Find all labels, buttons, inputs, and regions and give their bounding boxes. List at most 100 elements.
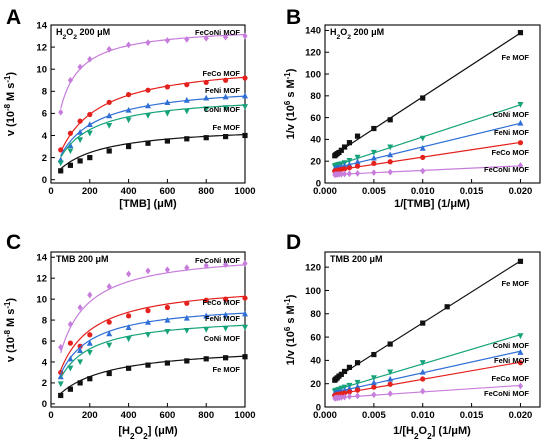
data-point bbox=[371, 384, 377, 390]
panel-d: D TMB 200 μM 0.000 0.005 0.010 0.015 0.020 0 20 4… bbox=[283, 231, 541, 441]
data-point bbox=[77, 343, 83, 349]
data-point bbox=[106, 99, 112, 105]
series-feconi-mof bbox=[332, 162, 524, 179]
data-point bbox=[371, 169, 377, 177]
data-point bbox=[222, 93, 229, 100]
data-point bbox=[184, 35, 190, 43]
fit-line bbox=[334, 32, 521, 155]
y-tick-label: 80 bbox=[310, 91, 321, 102]
series-coni-mof bbox=[57, 104, 248, 167]
y-axis-title: 1/v (106 s M-1) bbox=[283, 294, 298, 365]
data-point bbox=[203, 94, 210, 101]
data-point bbox=[67, 162, 73, 168]
data-point bbox=[87, 55, 93, 63]
data-point bbox=[387, 381, 393, 387]
series-feni-mof bbox=[57, 310, 248, 380]
x-tick-label: 0.005 bbox=[362, 186, 386, 197]
data-point bbox=[223, 33, 229, 41]
data-point bbox=[184, 136, 190, 142]
data-point bbox=[164, 110, 171, 117]
data-point bbox=[106, 342, 113, 349]
data-point bbox=[86, 121, 93, 128]
y-tick-label: 140 bbox=[305, 26, 321, 37]
data-point bbox=[125, 324, 132, 331]
data-point bbox=[164, 37, 170, 44]
data-point bbox=[87, 332, 93, 338]
series-label-feni-mof: FeNi MOF bbox=[494, 356, 529, 365]
fit-line bbox=[60, 355, 246, 394]
condition-label: H2O2 200 μM bbox=[56, 27, 110, 41]
x-tick-label: 0.015 bbox=[460, 410, 484, 421]
data-point bbox=[184, 358, 190, 364]
data-point bbox=[346, 140, 353, 146]
data-point bbox=[341, 166, 348, 172]
series-label-feni-mof: FeNi MOF bbox=[494, 128, 529, 137]
data-point bbox=[203, 326, 210, 333]
x-tick-label: 200 bbox=[82, 410, 98, 421]
x-tick-label: 600 bbox=[159, 410, 175, 421]
data-point bbox=[77, 304, 83, 311]
data-point bbox=[203, 297, 209, 303]
data-point bbox=[125, 336, 132, 343]
data-point bbox=[164, 84, 170, 90]
series-label-coni-mof: CoNi MOF bbox=[493, 341, 530, 350]
data-point bbox=[145, 332, 151, 338]
data-point bbox=[371, 125, 377, 132]
data-point bbox=[223, 261, 229, 268]
data-point bbox=[517, 101, 524, 108]
data-point bbox=[145, 113, 151, 119]
data-point bbox=[242, 260, 248, 267]
data-point bbox=[420, 320, 426, 326]
data-point bbox=[223, 296, 229, 302]
y-tick-label: 14 bbox=[36, 253, 47, 264]
panel-c: C TMB 200 μM 0 200 400 600 800 1000 0 2 4 6 8 10 12 14 [… bbox=[3, 231, 256, 441]
data-point bbox=[338, 371, 344, 377]
plot-frame bbox=[324, 251, 541, 408]
series-label-fe-mof: Fe MOF bbox=[213, 365, 241, 374]
data-point bbox=[58, 392, 64, 399]
series-label-feco-mof: FeCo MOF bbox=[492, 374, 530, 383]
y-tick-label: 8 bbox=[42, 87, 47, 98]
series-label-fe-mof: Fe MOF bbox=[502, 53, 530, 62]
y-tick-label: 80 bbox=[310, 309, 321, 320]
y-tick-label: 100 bbox=[305, 286, 321, 297]
series-label-feconi-mof: FeCoNi MOF bbox=[195, 28, 240, 37]
data-point bbox=[420, 95, 426, 101]
data-point bbox=[67, 355, 74, 362]
data-point bbox=[164, 304, 170, 311]
data-point bbox=[87, 376, 93, 382]
data-point bbox=[354, 154, 361, 161]
y-tick-label: 20 bbox=[310, 379, 321, 390]
data-point bbox=[58, 108, 64, 116]
data-point bbox=[184, 264, 190, 272]
data-point bbox=[87, 154, 93, 161]
data-point bbox=[341, 144, 348, 150]
data-point bbox=[164, 138, 170, 144]
data-point bbox=[77, 380, 83, 386]
series-fe-mof bbox=[332, 258, 524, 383]
data-point bbox=[58, 147, 64, 153]
series-feconi-mof bbox=[332, 382, 524, 402]
data-point bbox=[338, 394, 344, 401]
data-point bbox=[346, 393, 353, 400]
data-point bbox=[420, 376, 426, 382]
condition-label: TMB 200 μM bbox=[56, 254, 109, 264]
data-point bbox=[203, 312, 210, 319]
y-tick-label: 10 bbox=[36, 64, 47, 75]
x-tick-label: 1000 bbox=[234, 186, 255, 197]
series-label-feconi-mof: FeCoNi MOF bbox=[195, 256, 240, 265]
x-tick-label: 0.010 bbox=[411, 410, 435, 421]
data-point bbox=[419, 368, 426, 375]
y-tick-label: 40 bbox=[310, 356, 321, 367]
fit-line bbox=[334, 165, 521, 176]
panel-letter: B bbox=[286, 6, 301, 29]
y-tick-label: 40 bbox=[310, 135, 321, 146]
series-label-fe-mof: Fe MOF bbox=[502, 279, 530, 288]
panel-letter: D bbox=[286, 231, 301, 254]
y-tick-label: 6 bbox=[42, 336, 47, 347]
data-point bbox=[370, 154, 377, 161]
plot-frame bbox=[324, 24, 541, 184]
data-point bbox=[371, 160, 377, 166]
data-point bbox=[106, 122, 113, 129]
